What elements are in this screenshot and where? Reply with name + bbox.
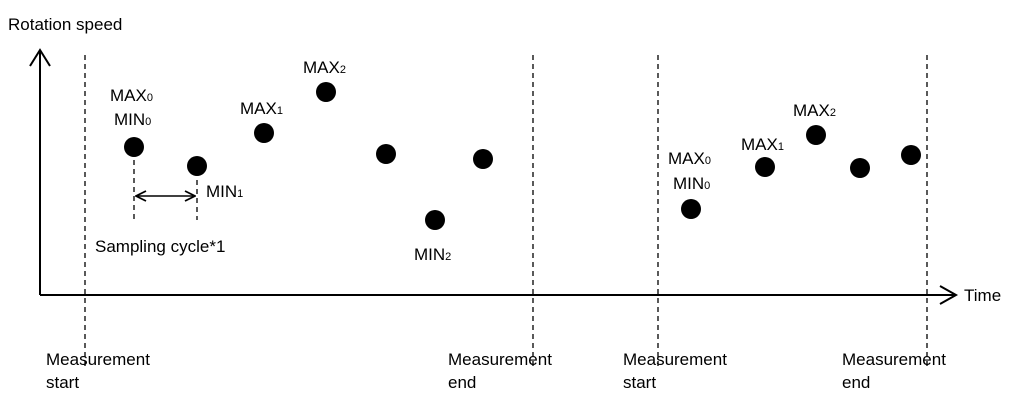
- x-axis-label: Time: [964, 286, 1001, 305]
- label-min2: MIN2: [414, 245, 451, 264]
- sample-point: [124, 137, 144, 157]
- sample-point: [425, 210, 445, 230]
- label-max2: MAX2: [303, 58, 346, 77]
- measurement-end-label-2-line1: Measurement: [842, 350, 946, 369]
- sample-point: [806, 125, 826, 145]
- sample-point: [755, 157, 775, 177]
- label-max0: MAX0: [110, 86, 153, 105]
- sample-point: [901, 145, 921, 165]
- sample-point: [316, 82, 336, 102]
- measurement-end-label-2-line2: end: [842, 373, 870, 392]
- sample-point: [681, 199, 701, 219]
- measurement-start-label-2-line2: start: [623, 373, 656, 392]
- label-max0-window2: MAX0: [668, 149, 711, 168]
- measurement-start-label-1-line2: start: [46, 373, 79, 392]
- y-axis-label: Rotation speed: [8, 15, 122, 34]
- sample-point: [850, 158, 870, 178]
- sample-point: [187, 156, 207, 176]
- sample-point: [254, 123, 274, 143]
- y-axis-arrow-icon: [29, 48, 51, 67]
- sample-point: [376, 144, 396, 164]
- measurement-start-label-1-line1: Measurement: [46, 350, 150, 369]
- sample-point: [473, 149, 493, 169]
- measurement-start-label-2-line1: Measurement: [623, 350, 727, 369]
- measurement-end-label-1-line1: Measurement: [448, 350, 552, 369]
- measurement-end-label-1-line2: end: [448, 373, 476, 392]
- sampling-cycle-label: Sampling cycle*1: [95, 237, 225, 256]
- label-min1: MIN1: [206, 182, 243, 201]
- label-min0: MIN0: [114, 110, 151, 129]
- label-min0-window2: MIN0: [673, 174, 710, 193]
- label-max2-window2: MAX2: [793, 101, 836, 120]
- label-max1: MAX1: [240, 99, 283, 118]
- x-axis-arrow-icon: [939, 285, 959, 305]
- label-max1-window2: MAX1: [741, 135, 784, 154]
